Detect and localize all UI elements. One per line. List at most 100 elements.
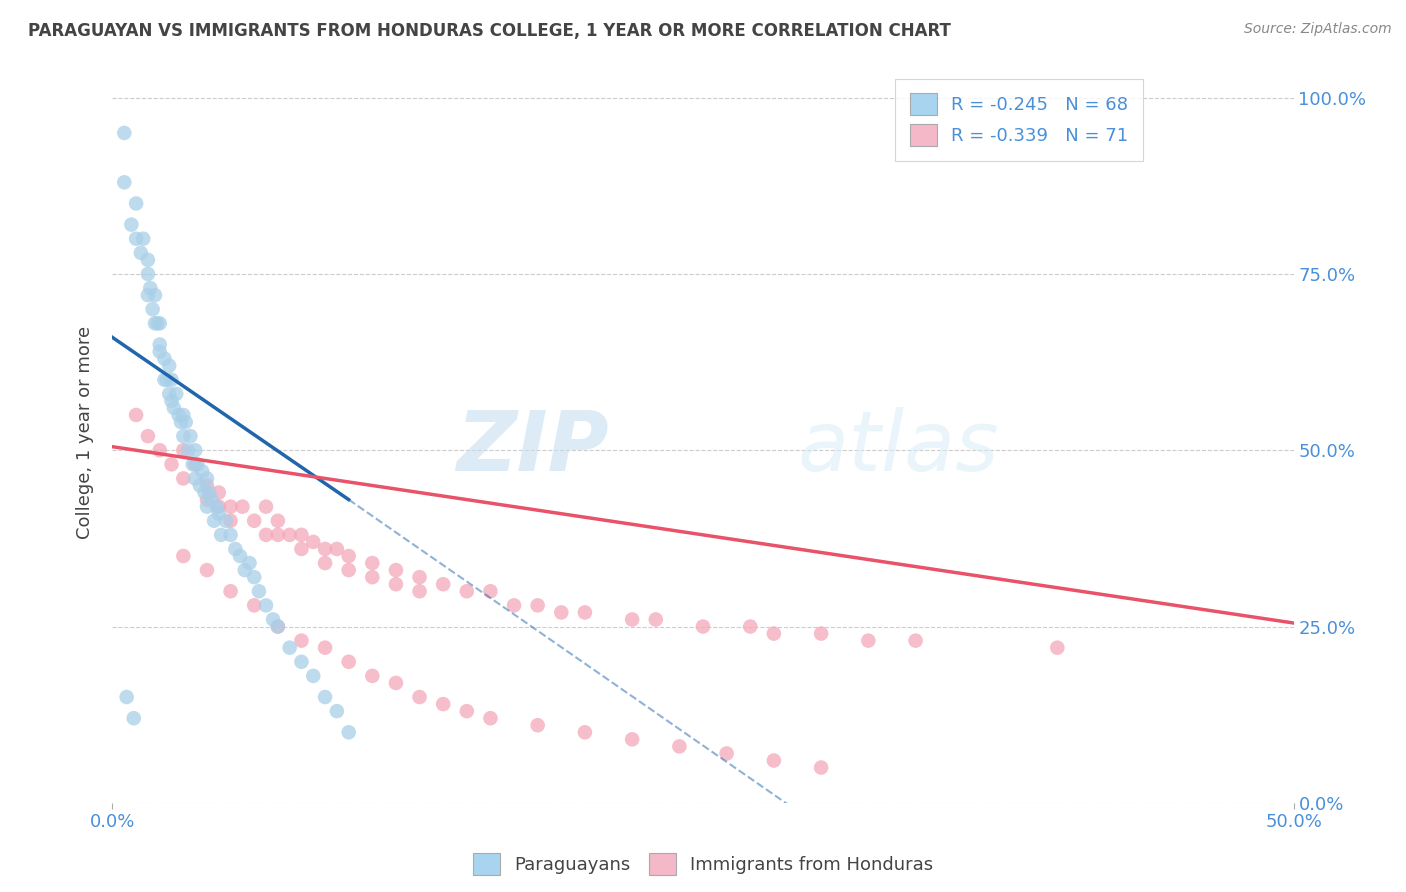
- Point: [267, 619, 290, 633]
- Point: [290, 633, 312, 648]
- Point: [692, 619, 714, 633]
- Point: [112, 126, 135, 140]
- Point: [229, 549, 252, 563]
- Point: [224, 541, 246, 556]
- Point: [201, 492, 224, 507]
- Text: atlas: atlas: [797, 407, 1000, 488]
- Point: [526, 599, 548, 613]
- Point: [195, 471, 218, 485]
- Point: [136, 252, 159, 267]
- Point: [139, 281, 162, 295]
- Text: Source: ZipAtlas.com: Source: ZipAtlas.com: [1244, 22, 1392, 37]
- Point: [361, 570, 384, 584]
- Point: [231, 500, 253, 514]
- Legend: R = -0.245   N = 68, R = -0.339   N = 71: R = -0.245 N = 68, R = -0.339 N = 71: [896, 78, 1143, 161]
- Point: [326, 541, 349, 556]
- Point: [177, 443, 200, 458]
- Point: [184, 458, 207, 472]
- Point: [179, 429, 201, 443]
- Point: [136, 429, 159, 443]
- Point: [233, 563, 256, 577]
- Point: [385, 676, 408, 690]
- Point: [202, 514, 225, 528]
- Point: [503, 599, 526, 613]
- Point: [149, 316, 172, 330]
- Point: [129, 245, 152, 260]
- Point: [163, 401, 186, 415]
- Point: [172, 429, 194, 443]
- Point: [456, 704, 478, 718]
- Point: [149, 443, 172, 458]
- Point: [136, 288, 159, 302]
- Point: [153, 351, 176, 366]
- Point: [479, 584, 502, 599]
- Point: [156, 373, 179, 387]
- Point: [132, 232, 155, 246]
- Point: [314, 541, 336, 556]
- Point: [125, 408, 148, 422]
- Point: [267, 619, 290, 633]
- Point: [716, 747, 738, 761]
- Point: [172, 471, 194, 485]
- Point: [157, 387, 180, 401]
- Point: [153, 373, 176, 387]
- Point: [408, 570, 430, 584]
- Point: [142, 302, 165, 317]
- Point: [243, 599, 266, 613]
- Point: [219, 528, 242, 542]
- Point: [125, 196, 148, 211]
- Point: [243, 514, 266, 528]
- Point: [668, 739, 690, 754]
- Point: [219, 584, 242, 599]
- Point: [1046, 640, 1069, 655]
- Point: [361, 669, 384, 683]
- Point: [385, 577, 408, 591]
- Point: [740, 619, 762, 633]
- Point: [385, 563, 408, 577]
- Point: [195, 500, 218, 514]
- Point: [254, 528, 277, 542]
- Point: [181, 458, 204, 472]
- Point: [208, 500, 231, 514]
- Point: [408, 690, 430, 704]
- Point: [326, 704, 349, 718]
- Point: [208, 485, 231, 500]
- Point: [290, 655, 312, 669]
- Point: [120, 218, 142, 232]
- Point: [254, 599, 277, 613]
- Point: [172, 549, 194, 563]
- Point: [122, 711, 145, 725]
- Point: [644, 612, 666, 626]
- Point: [858, 633, 880, 648]
- Point: [167, 408, 190, 422]
- Point: [146, 316, 169, 330]
- Point: [574, 606, 596, 620]
- Point: [143, 288, 166, 302]
- Point: [194, 485, 217, 500]
- Point: [172, 443, 194, 458]
- Point: [550, 606, 572, 620]
- Point: [198, 485, 221, 500]
- Point: [165, 387, 187, 401]
- Point: [188, 478, 211, 492]
- Point: [195, 492, 218, 507]
- Point: [314, 640, 336, 655]
- Point: [195, 563, 218, 577]
- Point: [314, 690, 336, 704]
- Point: [205, 500, 228, 514]
- Text: ZIP: ZIP: [456, 407, 609, 488]
- Point: [157, 359, 180, 373]
- Point: [209, 528, 232, 542]
- Point: [278, 528, 301, 542]
- Point: [208, 507, 231, 521]
- Point: [479, 711, 502, 725]
- Point: [215, 514, 238, 528]
- Point: [456, 584, 478, 599]
- Point: [762, 626, 785, 640]
- Point: [149, 344, 172, 359]
- Point: [195, 478, 218, 492]
- Point: [143, 316, 166, 330]
- Point: [254, 500, 277, 514]
- Point: [337, 725, 360, 739]
- Point: [302, 669, 325, 683]
